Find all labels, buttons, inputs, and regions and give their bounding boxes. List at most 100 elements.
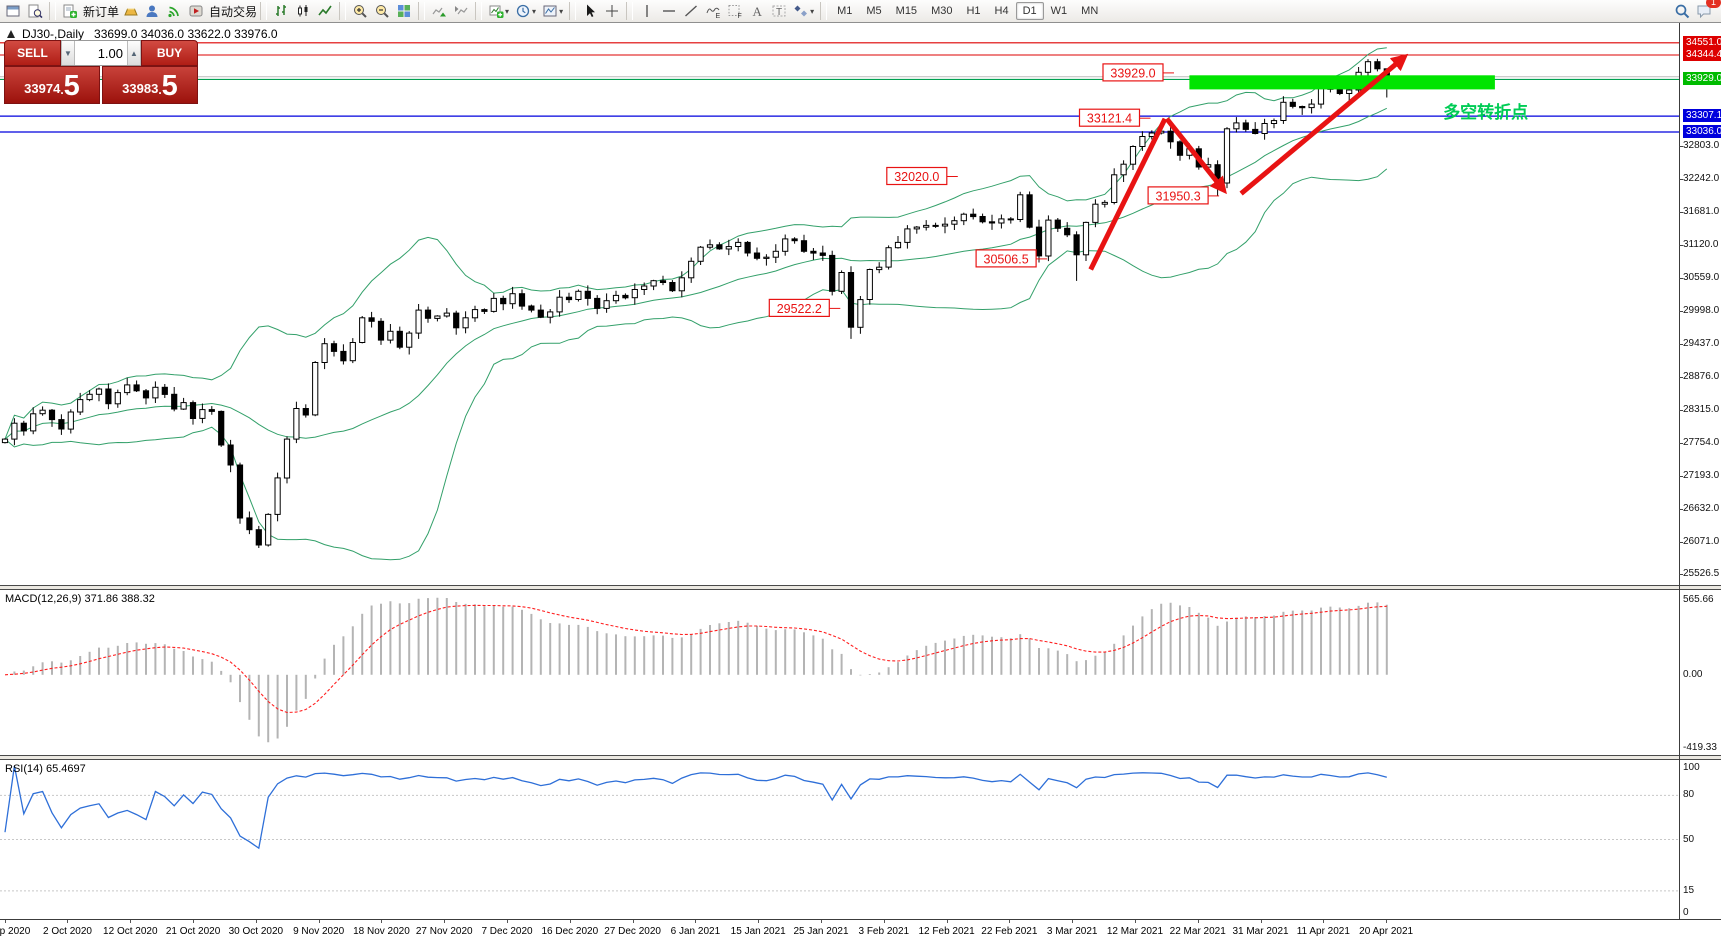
timeframe-m1[interactable]: M1 (837, 5, 853, 17)
pane-separator[interactable] (0, 585, 1721, 590)
axis-tick (1679, 475, 1683, 477)
timeframe-d1[interactable]: D1 (1015, 2, 1044, 20)
axis-label: 32803.0 (1683, 139, 1720, 151)
buy-button[interactable]: BUY (141, 40, 198, 66)
zoom-in-icon[interactable] (349, 1, 371, 21)
new-chart-icon[interactable]: ▾ (485, 1, 512, 21)
tile-windows-icon[interactable] (393, 1, 415, 21)
volume-input[interactable] (75, 41, 127, 65)
axis-label: 32242.0 (1683, 172, 1720, 184)
chat-icon[interactable]: 1 (1693, 0, 1721, 21)
rsi-label: RSI(14) 65.4697 (5, 763, 86, 775)
cursor-icon[interactable] (579, 1, 601, 21)
timeframe-m30[interactable]: M30 (931, 5, 953, 17)
time-label: 16 Dec 2020 (541, 926, 599, 937)
time-label: 20 Apr 2021 (1359, 926, 1414, 937)
arrows-icon[interactable]: ▾ (790, 1, 817, 21)
main-chart-pane[interactable]: 33929.0 33121.4 32020.0 31950.3 30506.5 29522… (0, 23, 1679, 585)
chart-window[interactable]: 33929.0 33121.4 32020.0 31950.3 30506.5 29522… (0, 23, 1721, 943)
notification-badge: 1 (1706, 0, 1721, 8)
axis-label: 27754.0 (1683, 436, 1720, 448)
time-label: 6 Jan 2021 (670, 926, 721, 937)
bar-chart-icon[interactable] (270, 1, 292, 21)
time-label: 27 Nov 2020 (415, 926, 473, 937)
svg-text:32020.0: 32020.0 (894, 170, 939, 184)
sell-button[interactable]: SELL (4, 40, 61, 66)
chart-shift-icon[interactable] (450, 1, 472, 21)
new-order-icon[interactable] (59, 1, 81, 21)
axis-tick (1679, 178, 1683, 180)
axis-tick (1679, 145, 1683, 147)
templates-icon[interactable]: ▾ (539, 1, 566, 21)
macd-pane[interactable]: MACD(12,26,9) 371.86 388.32 (0, 590, 1679, 755)
volume-stepper: ▼ ▲ (61, 40, 141, 66)
timeframe-mn[interactable]: MN (1081, 5, 1099, 17)
timeframe-m15[interactable]: M15 (895, 5, 918, 17)
autotrading-icon-label[interactable]: 自动交易 (209, 4, 258, 19)
buy-price[interactable]: 33983. 5 (102, 66, 198, 104)
axis-label: 0 (1683, 907, 1689, 918)
symbol-period: DJ30-,Daily (22, 27, 85, 41)
text-icon[interactable]: A (746, 1, 768, 21)
signals-icon[interactable] (163, 1, 185, 21)
horizontal-line-icon[interactable] (658, 1, 680, 21)
wave-icon[interactable]: E (702, 1, 724, 21)
profiles-icon[interactable] (24, 1, 46, 21)
time-label: 15 Jan 2021 (730, 926, 786, 937)
community-icon[interactable] (141, 1, 163, 21)
axis-tick (1679, 442, 1683, 444)
time-label: 30 Oct 2020 (228, 926, 284, 937)
line-chart-icon[interactable] (314, 1, 336, 21)
axis-tick (1679, 376, 1683, 378)
time-tick (569, 920, 571, 923)
axis-tick (1679, 244, 1683, 246)
candlestick-chart-icon[interactable] (292, 1, 314, 21)
rsi-pane[interactable]: RSI(14) 65.4697 (0, 760, 1679, 919)
svg-text:T: T (776, 7, 782, 18)
crosshair-icon[interactable] (601, 1, 623, 21)
time-label: 27 Dec 2020 (604, 926, 661, 937)
pane-separator[interactable] (0, 755, 1721, 760)
time-tick (1009, 920, 1011, 923)
timeframe-w1[interactable]: W1 (1050, 5, 1068, 17)
axis-label: 565.66 (1683, 594, 1714, 605)
toolbar-separator (49, 2, 56, 20)
sell-price[interactable]: 33974. 5 (4, 66, 100, 104)
axis-label: 25526.5 (1683, 568, 1720, 580)
timeframe-m5[interactable]: M5 (866, 5, 882, 17)
axis-label: 28876.0 (1683, 370, 1720, 382)
timeframe-h4[interactable]: H4 (994, 5, 1009, 17)
zoom-out-icon[interactable] (371, 1, 393, 21)
time-tick (444, 920, 446, 923)
toolbar-separator (339, 2, 347, 20)
time-tick (883, 920, 885, 923)
window-icon[interactable] (2, 1, 24, 21)
toolbar-separator (569, 2, 577, 20)
svg-text:30506.5: 30506.5 (984, 252, 1029, 266)
auto-scroll-icon[interactable] (428, 1, 450, 21)
time-tick (4, 920, 6, 923)
axis-tick (1679, 277, 1683, 279)
chart-symbol-icon (7, 30, 15, 38)
macd-label: MACD(12,26,9) 371.86 388.32 (5, 593, 155, 605)
one-click-trading-panel: SELL ▼ ▲ BUY 33974.5 33983.5 (4, 40, 198, 104)
fibonacci-icon[interactable]: F (724, 1, 746, 21)
time-tick (632, 920, 634, 923)
timeframe-h1[interactable]: H1 (966, 5, 981, 17)
svg-text:A: A (753, 4, 763, 19)
time-label: 12 Feb 2021 (918, 926, 975, 937)
new-order-icon-label[interactable]: 新订单 (83, 4, 120, 19)
periods-icon[interactable]: ▾ (512, 1, 539, 21)
volume-increase-button[interactable]: ▲ (127, 41, 141, 65)
axis-label: 15 (1683, 884, 1695, 896)
gold-icon[interactable] (119, 1, 141, 21)
autotrading-icon[interactable] (185, 1, 207, 21)
axis-label: -419.33 (1683, 742, 1717, 753)
search-icon[interactable] (1671, 1, 1693, 21)
volume-decrease-button[interactable]: ▼ (61, 41, 75, 65)
trendline-icon[interactable] (680, 1, 702, 21)
time-tick (1386, 920, 1388, 923)
vertical-line-icon[interactable] (636, 1, 658, 21)
text-label-icon[interactable]: T (768, 1, 790, 21)
time-label: 12 Oct 2020 (103, 926, 158, 937)
